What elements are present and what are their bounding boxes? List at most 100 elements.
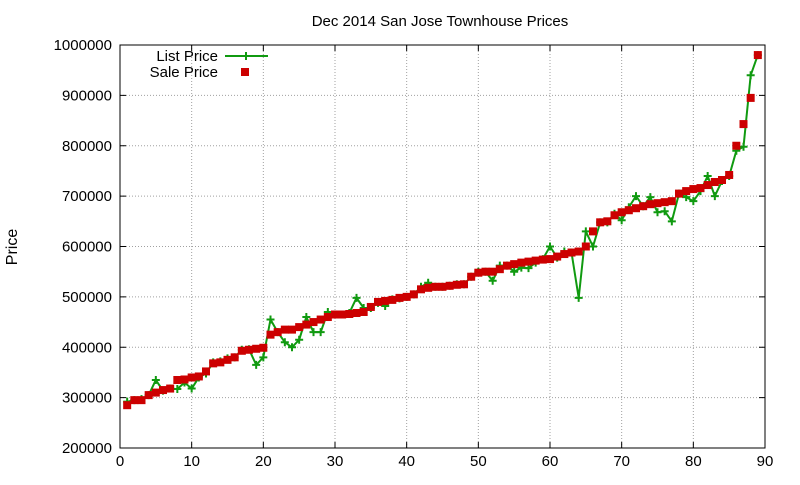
list-price-point <box>280 338 289 347</box>
sale-price-point <box>259 343 268 352</box>
sale-price-point <box>675 189 683 198</box>
sale-price-point <box>524 257 533 266</box>
sale-price-point <box>338 310 347 319</box>
sale-price-point <box>503 261 511 270</box>
legend-label-sale-price: Sale Price <box>150 64 218 81</box>
sale-price-point <box>546 255 554 264</box>
sale-price-point <box>653 199 662 208</box>
list-price-point <box>352 293 361 302</box>
list-price-point <box>295 335 304 344</box>
sale-price-point <box>381 296 390 305</box>
y-tick-label: 500000 <box>62 289 112 306</box>
legend-marker-list-price <box>242 52 250 60</box>
list-price-point <box>510 267 519 276</box>
sale-price-point <box>388 295 397 304</box>
sale-price-point <box>718 176 726 185</box>
sale-price-point <box>703 181 712 190</box>
list-price-point <box>617 216 626 225</box>
y-tick-label: 700000 <box>62 188 112 205</box>
x-tick-label: 40 <box>398 453 415 470</box>
list-price-point <box>187 384 196 393</box>
sale-price-point <box>151 388 160 397</box>
sale-price-point <box>624 206 633 215</box>
y-tick-label: 1000000 <box>54 37 112 54</box>
sale-price-point <box>295 323 304 332</box>
sale-price-point <box>194 372 203 381</box>
sale-price-point <box>481 267 490 276</box>
sale-price-point <box>144 391 153 400</box>
sale-price-point <box>431 282 440 291</box>
list-price-point <box>309 328 318 337</box>
sale-price-point <box>610 211 619 220</box>
sale-price-point <box>753 51 762 60</box>
sale-price-point <box>288 325 296 334</box>
sale-price-point <box>596 218 605 227</box>
sale-price-point <box>223 355 232 364</box>
list-price-line <box>126 54 759 403</box>
legend-marker-sale-price <box>241 68 249 76</box>
sale-price-point <box>467 272 476 281</box>
list-price-point <box>746 71 755 80</box>
sale-price-point <box>323 313 332 322</box>
y-tick-label: 600000 <box>62 239 112 256</box>
sale-price-point <box>517 258 526 267</box>
list-price-point <box>667 217 676 226</box>
sale-price-point <box>495 265 504 274</box>
sale-price-point <box>245 345 253 354</box>
sale-price-point <box>237 346 246 355</box>
list-price-point <box>252 360 261 369</box>
sale-price-point <box>352 308 361 317</box>
sale-price-point <box>173 375 182 384</box>
sale-price-point <box>137 396 146 405</box>
sale-price-point <box>438 282 447 291</box>
axis-ticks: 0 10 20 30 40 50 60 70 80 90 200000 300000 400000 500… <box>54 37 774 470</box>
sale-price-point <box>538 255 547 264</box>
sale-price-point <box>252 344 261 353</box>
sale-price-point <box>574 247 583 256</box>
grid <box>120 45 765 448</box>
list-price-point <box>653 208 662 217</box>
sale-price-point <box>202 367 210 376</box>
sale-price-point <box>345 310 354 319</box>
sale-price-point <box>589 227 597 236</box>
x-tick-label: 70 <box>613 453 630 470</box>
sale-price-point <box>402 292 411 301</box>
list-price-point <box>710 192 719 201</box>
list-price-point <box>632 192 640 201</box>
sale-price-point <box>739 120 748 129</box>
sale-price-point <box>187 373 196 382</box>
y-tick-label: 900000 <box>62 87 112 104</box>
list-price-point <box>259 353 268 362</box>
y-axis-label: Price <box>4 229 21 266</box>
x-tick-label: 50 <box>470 453 487 470</box>
sale-price-point <box>581 242 590 251</box>
series-group <box>123 51 762 410</box>
sale-price-point <box>424 283 433 292</box>
list-price-point <box>546 242 554 251</box>
sale-price-point <box>646 200 655 209</box>
x-tick-label: 0 <box>116 453 124 470</box>
x-tick-label: 90 <box>757 453 774 470</box>
sale-price-point <box>316 315 325 324</box>
sale-price-point <box>331 310 339 319</box>
sale-price-point <box>130 396 139 405</box>
sale-price-point <box>273 328 282 337</box>
plus-marker <box>242 52 250 60</box>
sale-price-point <box>510 260 519 269</box>
sale-price-point <box>725 170 734 179</box>
sale-price-point <box>366 302 375 311</box>
sale-price-point <box>560 250 569 259</box>
sale-price-point <box>474 268 483 277</box>
sale-price-point <box>359 307 368 316</box>
sale-price-point <box>445 281 454 290</box>
sale-price-point <box>374 297 382 306</box>
sale-price-point <box>617 208 626 217</box>
sale-price-point <box>682 187 691 196</box>
y-tick-label: 400000 <box>62 339 112 356</box>
sale-price-point <box>417 285 425 294</box>
list-price-point <box>646 193 655 202</box>
sale-price-point <box>603 217 612 226</box>
sale-price-point <box>230 353 239 362</box>
x-tick-label: 80 <box>685 453 702 470</box>
